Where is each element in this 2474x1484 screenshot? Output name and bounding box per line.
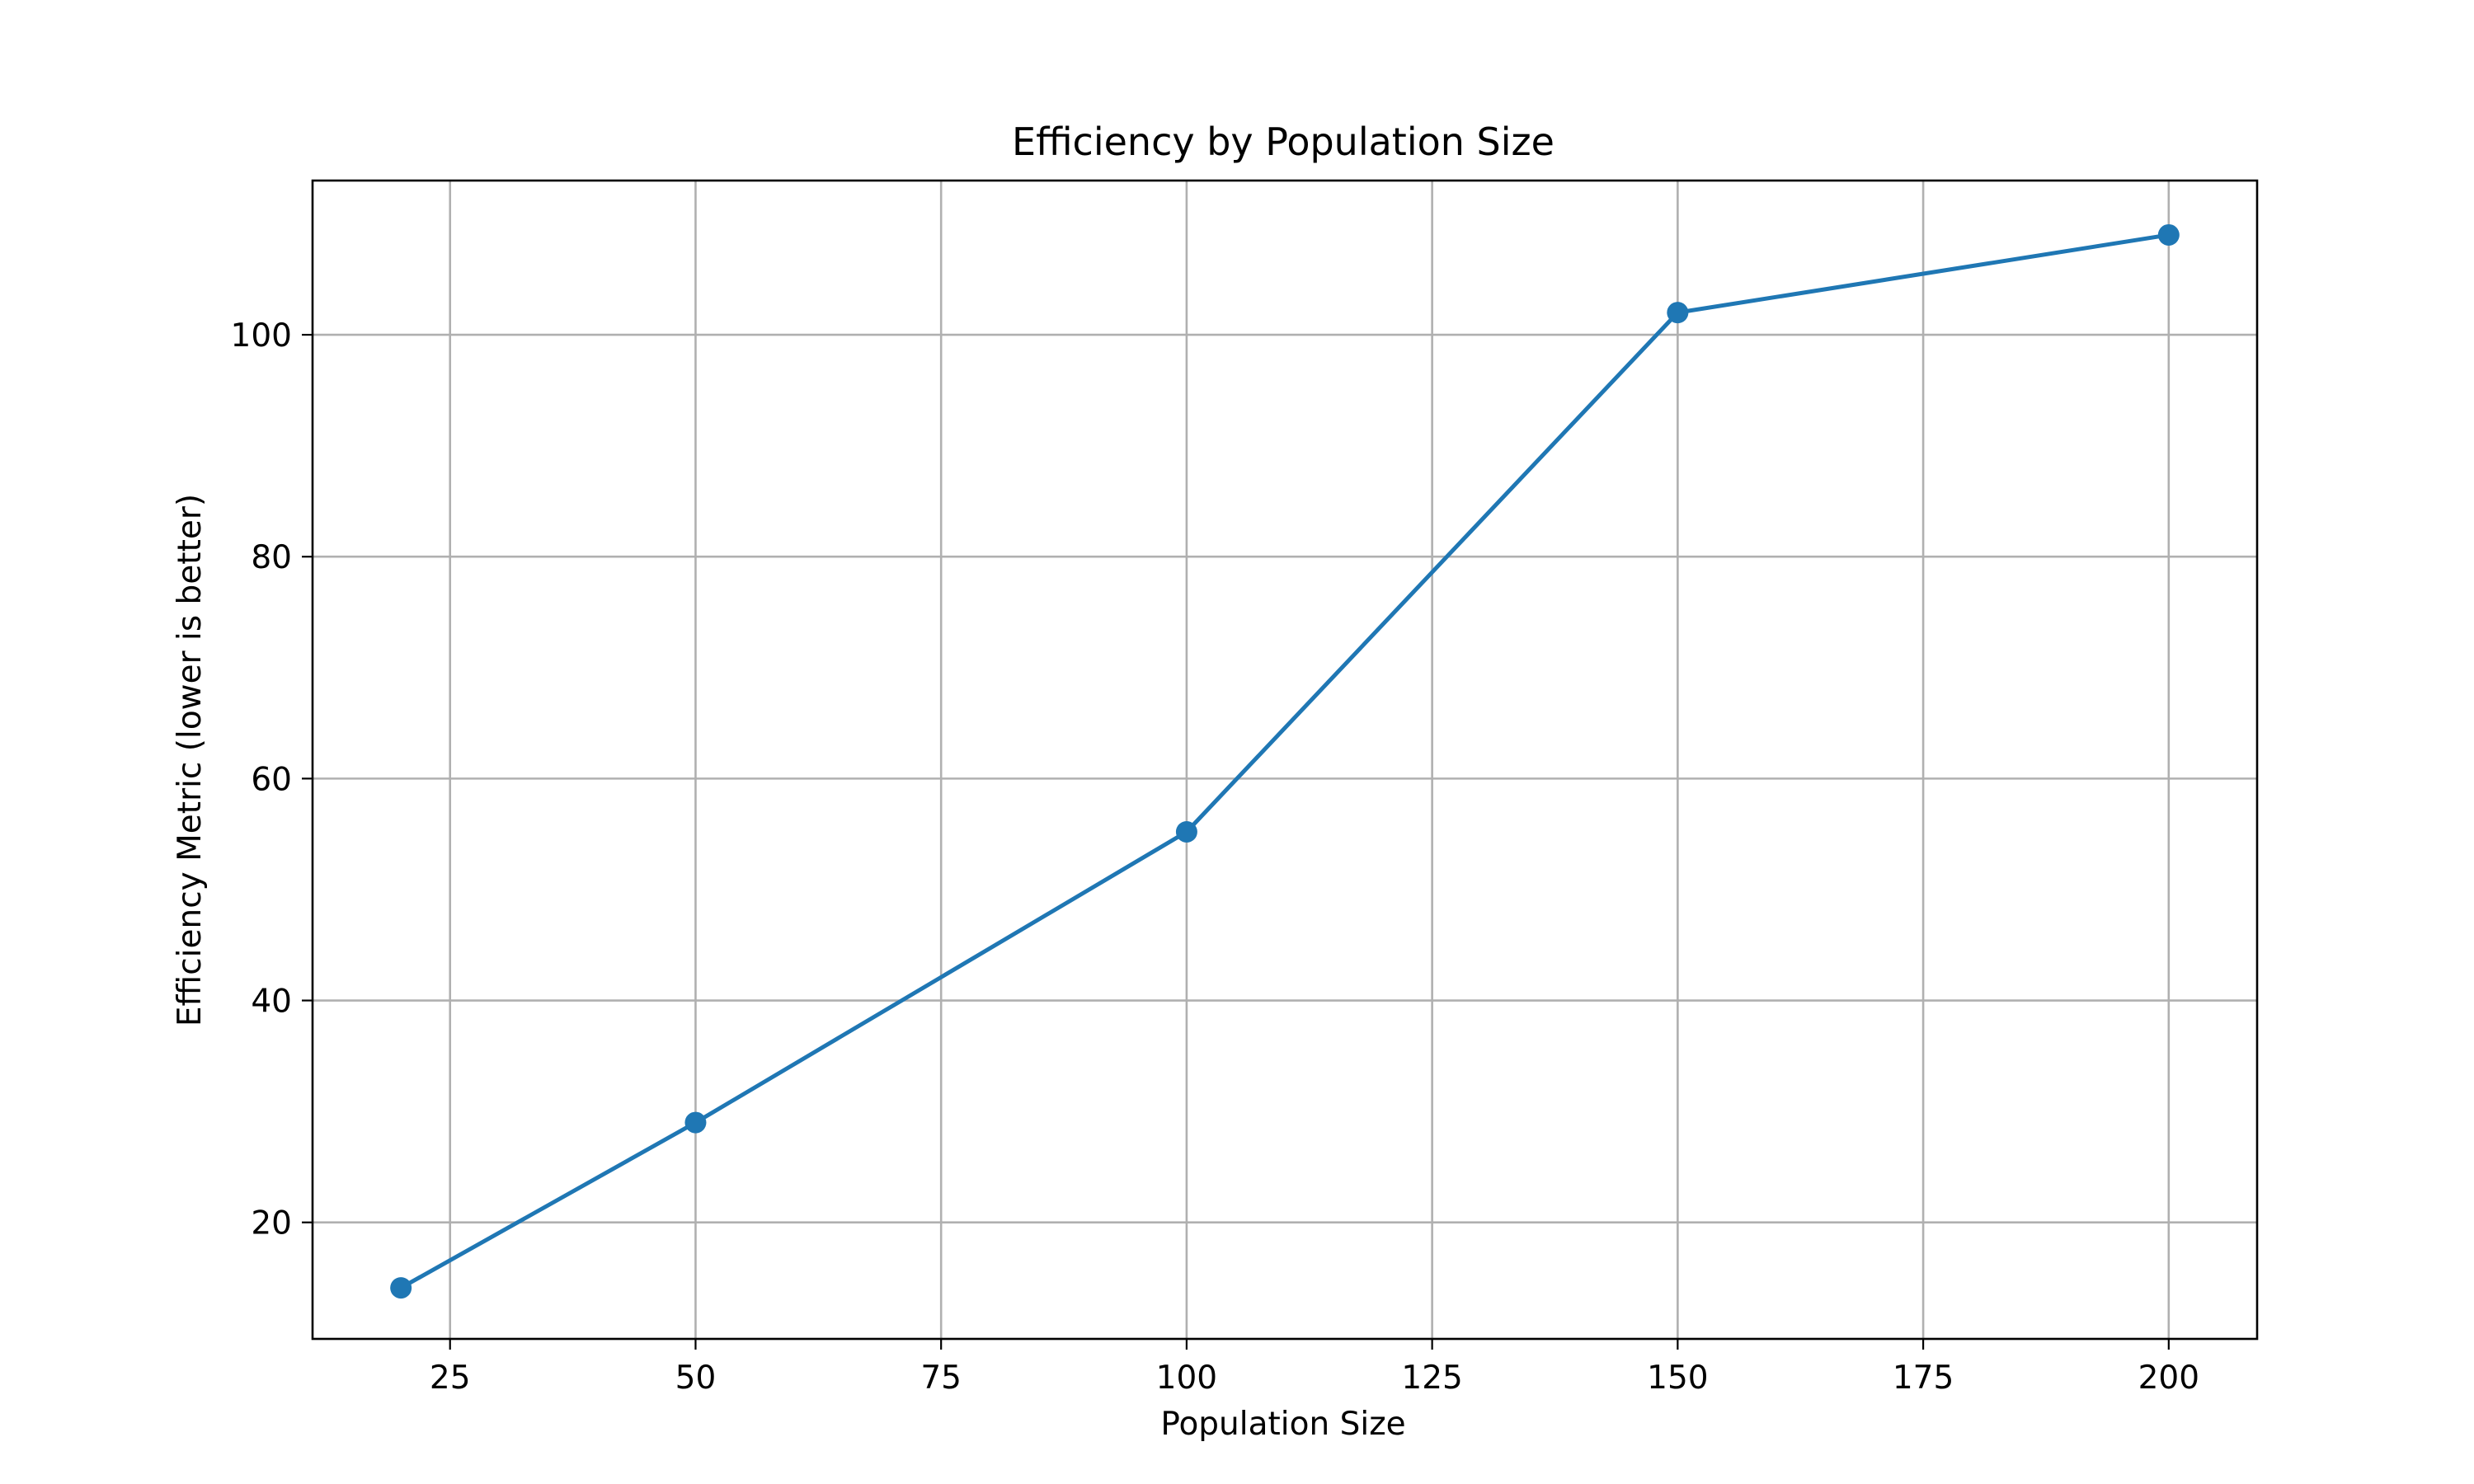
series-line [398, 232, 2171, 1290]
plot-frame [311, 179, 2259, 1341]
data-point [1175, 820, 1197, 843]
series [390, 223, 2180, 1299]
chart-title: Efficiency by Population Size [1012, 120, 1554, 164]
x-axis-label: Population Size [1160, 1406, 1405, 1443]
grid [313, 181, 2257, 1339]
y-tick-label: 100 [231, 317, 292, 355]
y-tick-label: 40 [251, 984, 292, 1021]
x-tick-label: 75 [920, 1360, 962, 1397]
x-tick-label: 50 [675, 1360, 717, 1397]
data-point [1667, 302, 1689, 324]
axis-ticks: 25 50 75 100 125 150 175 200 20 40 60 80 100 [231, 317, 2199, 1397]
data-point [390, 1277, 412, 1299]
y-tick-label: 60 [251, 761, 292, 798]
x-tick-label: 175 [1893, 1360, 1954, 1397]
data-point [684, 1111, 707, 1134]
x-tick-label: 100 [1156, 1360, 1217, 1397]
y-tick-label: 20 [251, 1205, 292, 1242]
x-tick-label: 125 [1401, 1360, 1462, 1397]
data-point [2157, 223, 2180, 246]
y-tick-label: 80 [251, 539, 292, 576]
y-axis-label: Efficiency Metric (lower is better) [172, 494, 209, 1026]
x-tick-label: 150 [1647, 1360, 1708, 1397]
x-tick-label: 25 [430, 1360, 471, 1397]
x-tick-label: 200 [2138, 1360, 2199, 1397]
